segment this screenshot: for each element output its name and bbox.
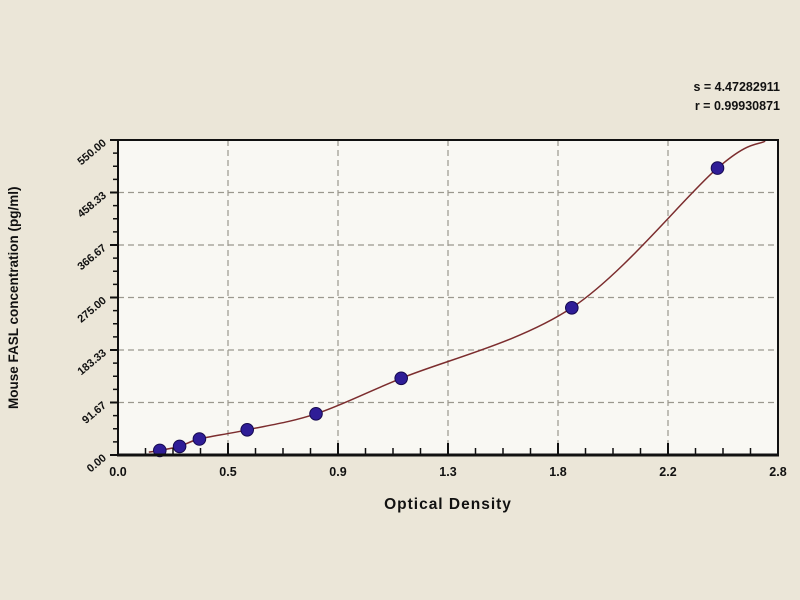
x-axis-title: Optical Density xyxy=(384,496,512,513)
fit-stat-s: s = 4.47282911 xyxy=(693,80,780,94)
y-tick-label: 183.33 xyxy=(75,347,108,378)
data-point xyxy=(710,161,725,175)
y-tick-label: 366.67 xyxy=(75,242,108,273)
data-point xyxy=(240,423,254,437)
data-point xyxy=(192,432,207,446)
y-tick-label: 0.00 xyxy=(85,452,109,475)
fit-stat-r: r = 0.99930871 xyxy=(694,98,780,113)
x-tick-label: 0.0 xyxy=(109,465,126,479)
data-point xyxy=(172,439,187,454)
y-tick-label: 91.67 xyxy=(80,400,109,427)
x-tick-label: 0.5 xyxy=(219,465,236,479)
y-tick-label: 458.33 xyxy=(75,190,108,221)
y-tick-label: 275.00 xyxy=(75,295,108,326)
x-tick-label: 1.3 xyxy=(439,465,456,479)
y-tick-label: 550.00 xyxy=(75,137,108,168)
fit-stats: s = 4.47282911 r = 0.99930871 xyxy=(693,78,780,116)
x-tick-label: 0.9 xyxy=(329,465,346,479)
x-tick-label: 2.2 xyxy=(659,465,676,479)
data-point xyxy=(309,407,323,421)
data-point xyxy=(394,371,409,386)
data-point xyxy=(565,301,579,315)
x-tick-label: 1.8 xyxy=(549,465,566,479)
x-tick-label: 2.8 xyxy=(769,465,786,479)
